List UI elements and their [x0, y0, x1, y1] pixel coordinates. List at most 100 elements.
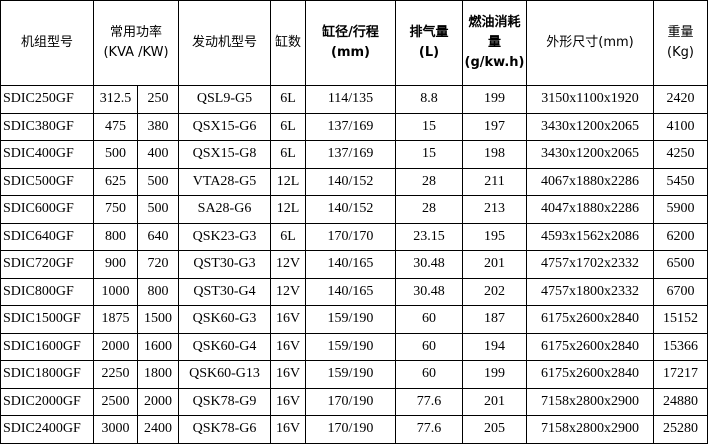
- table-cell: SDIC600GF: [0, 195, 94, 224]
- table-cell: SDIC380GF: [0, 112, 94, 141]
- header-text: (KVA /KW): [103, 45, 169, 60]
- table-cell: 6L: [270, 112, 306, 141]
- table-cell: 140/152: [305, 167, 396, 196]
- table-cell: SDIC1500GF: [0, 305, 94, 334]
- table-cell: 28: [395, 167, 463, 196]
- table-cell: 4593x1562x2086: [526, 222, 654, 251]
- header-text: 缸径/行程: [322, 25, 379, 40]
- table-cell: 6175x2600x2840: [526, 332, 654, 361]
- table-cell: 28: [395, 195, 463, 224]
- header-text: 量: [487, 35, 501, 50]
- table-cell: 159/190: [305, 332, 396, 361]
- table-cell: 30.48: [395, 277, 463, 306]
- table-cell: QSX15-G6: [178, 112, 271, 141]
- table-cell: 12V: [270, 277, 306, 306]
- table-cell: 15152: [653, 305, 708, 334]
- header-cell: 缸数: [270, 0, 306, 86]
- table-cell: 213: [462, 195, 527, 224]
- table-cell: 15366: [653, 332, 708, 361]
- table-cell: 140/165: [305, 250, 396, 279]
- table-cell: SDIC2000GF: [0, 387, 94, 416]
- header-text: 外形尺寸(mm): [546, 35, 634, 50]
- header-text: 机组型号: [20, 35, 73, 50]
- table-cell: 199: [462, 360, 527, 389]
- table-cell: 197: [462, 112, 527, 141]
- table-cell: QSK60-G13: [178, 360, 271, 389]
- table-cell: QST30-G4: [178, 277, 271, 306]
- table-cell: 3430x1200x2065: [526, 112, 654, 141]
- table-cell: 6L: [270, 222, 306, 251]
- table-cell: QSK78-G9: [178, 387, 271, 416]
- table-cell: 24880: [653, 387, 708, 416]
- table-cell: QSK78-G6: [178, 415, 271, 444]
- header-row: 机组型号 常用功率 (KVA /KW) 发动机型号 缸数 缸径/行程 (mm) 排气量 (L) 燃…: [0, 0, 708, 86]
- table-cell: 6L: [270, 85, 306, 114]
- header-cell: 发动机型号: [178, 0, 271, 86]
- table-row: SDIC800GF 1000 800 QST30-G4 12V 140/165 30.48 2…: [0, 277, 708, 306]
- header-cell: 重量 (Kg): [653, 0, 708, 86]
- table-cell: 6175x2600x2840: [526, 360, 654, 389]
- table-cell: 800: [93, 222, 138, 251]
- header-text: 排气量: [409, 25, 449, 40]
- table-cell: 205: [462, 415, 527, 444]
- table-row: SDIC500GF 625 500 VTA28-G5 12L 140/152 28 211 40…: [0, 167, 708, 196]
- table-row: SDIC1800GF 2250 1800 QSK60-G13 16V 159/190 60 1…: [0, 360, 708, 389]
- table-cell: 800: [137, 277, 179, 306]
- table-cell: 195: [462, 222, 527, 251]
- table-cell: 16V: [270, 332, 306, 361]
- table-row: SDIC1600GF 2000 1600 QSK60-G4 16V 159/190 60 19…: [0, 332, 708, 361]
- table-row: SDIC600GF 750 500 SA28-G6 12L 140/152 28 213 404…: [0, 195, 708, 224]
- table-cell: 250: [137, 85, 179, 114]
- table-cell: 17217: [653, 360, 708, 389]
- table-cell: SDIC640GF: [0, 222, 94, 251]
- table-cell: 211: [462, 167, 527, 196]
- table-cell: 6L: [270, 140, 306, 169]
- table-cell: SDIC400GF: [0, 140, 94, 169]
- table-cell: 6175x2600x2840: [526, 305, 654, 334]
- table-cell: 8.8: [395, 85, 463, 114]
- table-cell: 6200: [653, 222, 708, 251]
- table-cell: 3430x1200x2065: [526, 140, 654, 169]
- table-cell: 475: [93, 112, 138, 141]
- table-cell: QSX15-G8: [178, 140, 271, 169]
- table-cell: 202: [462, 277, 527, 306]
- header-text: 发动机型号: [191, 35, 257, 50]
- header-cell: 机组型号: [0, 0, 94, 86]
- table-cell: 60: [395, 360, 463, 389]
- header-text: (mm): [331, 45, 370, 60]
- table-cell: 2500: [93, 387, 138, 416]
- table-cell: SDIC800GF: [0, 277, 94, 306]
- table-cell: 4757x1800x2332: [526, 277, 654, 306]
- table-cell: QST30-G3: [178, 250, 271, 279]
- table-cell: 900: [93, 250, 138, 279]
- table-cell: 12L: [270, 195, 306, 224]
- table-cell: 187: [462, 305, 527, 334]
- table-cell: 500: [93, 140, 138, 169]
- table-cell: 4067x1880x2286: [526, 167, 654, 196]
- table-cell: 7158x2800x2900: [526, 415, 654, 444]
- header-text: (L): [418, 45, 440, 60]
- table-cell: 30.48: [395, 250, 463, 279]
- table-row: SDIC1500GF 1875 1500 QSK60-G3 16V 159/190 60 18…: [0, 305, 708, 334]
- table-cell: 4100: [653, 112, 708, 141]
- table-cell: 400: [137, 140, 179, 169]
- table-cell: 16V: [270, 305, 306, 334]
- table-cell: 7158x2800x2900: [526, 387, 654, 416]
- header-cell: 缸径/行程 (mm): [305, 0, 396, 86]
- table-cell: 5900: [653, 195, 708, 224]
- header-text: (Kg): [667, 45, 694, 60]
- table-cell: QSK60-G3: [178, 305, 271, 334]
- table-row: SDIC640GF 800 640 QSK23-G3 6L 170/170 23.15 195…: [0, 222, 708, 251]
- table-cell: SDIC720GF: [0, 250, 94, 279]
- table-cell: 640: [137, 222, 179, 251]
- table-cell: 16V: [270, 415, 306, 444]
- table-cell: VTA28-G5: [178, 167, 271, 196]
- header-cell: 排气量 (L): [395, 0, 463, 86]
- table-cell: SDIC500GF: [0, 167, 94, 196]
- table-cell: 140/152: [305, 195, 396, 224]
- table-cell: 1000: [93, 277, 138, 306]
- header-text: 缸数: [274, 35, 301, 50]
- table-cell: 5450: [653, 167, 708, 196]
- table-row: SDIC380GF 475 380 QSX15-G6 6L 137/169 15 197 343…: [0, 112, 708, 141]
